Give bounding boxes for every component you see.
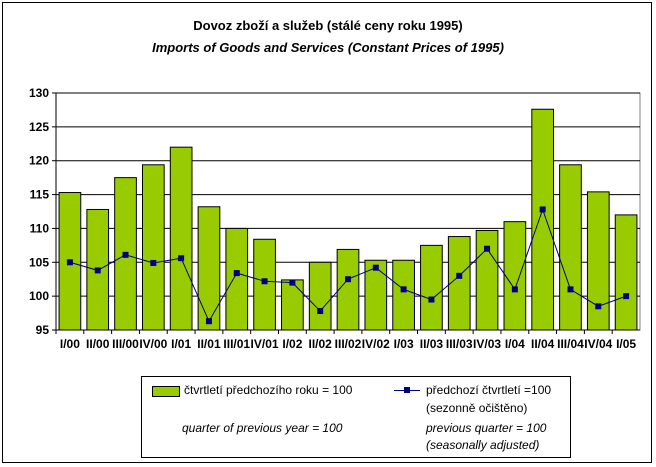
legend-line-label-2: (sezonně očištěno) [426, 401, 528, 415]
chart-legend: čtvrtletí předchozího roku = 100 quarter… [141, 376, 571, 458]
y-tick-label: 105 [29, 255, 49, 269]
line-point [66, 259, 73, 266]
x-tick-label: II/04 [531, 337, 555, 351]
legend-bar-label: čtvrtletí předchozího roku = 100 [184, 383, 353, 397]
y-tick-label: 95 [36, 323, 50, 337]
x-tick-label: IV/02 [362, 337, 390, 351]
legend-bar-label-en: quarter of previous year = 100 [182, 421, 343, 435]
x-tick-label: III/02 [335, 337, 362, 351]
line-point [539, 206, 546, 213]
x-tick-label: I/05 [616, 337, 636, 351]
bar [308, 261, 332, 331]
line-point [94, 267, 101, 274]
bar [420, 244, 443, 331]
line-point [289, 279, 296, 286]
x-tick-label: I/00 [60, 337, 80, 351]
x-tick-label: III/03 [446, 337, 473, 351]
chart-title: Dovoz zboží a služeb (stálé ceny roku 19… [193, 18, 463, 33]
bar [336, 248, 360, 331]
line-point [205, 318, 212, 325]
y-tick-label: 120 [29, 154, 49, 168]
x-tick-label: III/00 [112, 337, 139, 351]
x-tick-label: II/01 [197, 337, 221, 351]
bar [614, 214, 638, 331]
bar [281, 279, 304, 331]
line-point [122, 251, 129, 258]
y-tick-label: 115 [30, 188, 50, 202]
bar [531, 108, 555, 331]
bar [253, 238, 276, 331]
y-tick-label: 100 [29, 289, 49, 303]
line-point [623, 293, 630, 300]
line-point [484, 245, 491, 252]
bar [447, 236, 471, 331]
line-point [345, 276, 351, 283]
legend-line-label: předchozí čtvrtletí =100 [426, 383, 552, 397]
x-tick-label: I/04 [505, 337, 525, 351]
line-point [150, 259, 157, 266]
line-point [261, 278, 268, 285]
x-tick-label: I/02 [282, 337, 302, 351]
x-tick-label: I/03 [394, 337, 414, 351]
bar [225, 227, 249, 331]
line-point [233, 270, 240, 277]
x-tick-label: III/01 [223, 337, 250, 351]
y-tick-label: 125 [29, 120, 49, 134]
line-point [456, 272, 463, 279]
bar [392, 259, 415, 331]
line-point [317, 308, 324, 315]
y-tick-label: 130 [29, 86, 49, 100]
bar [141, 164, 165, 331]
legend-bar-swatch [152, 386, 180, 397]
x-tick-label: II/00 [86, 337, 110, 351]
x-tick-label: IV/04 [584, 337, 612, 351]
line-point [428, 296, 435, 303]
bar [475, 229, 499, 331]
y-tick-label: 110 [30, 221, 50, 235]
bar [197, 206, 221, 331]
line-point [511, 286, 518, 293]
line-point [400, 286, 407, 293]
chart-subtitle: Imports of Goods and Services (Constant … [152, 40, 504, 55]
line-point [595, 303, 602, 310]
x-tick-label: IV/03 [473, 337, 501, 351]
bar [559, 164, 582, 331]
x-tick-label: III/04 [557, 337, 584, 351]
line-point [372, 264, 379, 271]
legend-line-label-en-2: (seasonally adjusted) [426, 438, 540, 452]
legend-line-marker [404, 387, 410, 393]
x-tick-label: I/01 [171, 337, 191, 351]
bar [169, 146, 193, 331]
line-point [178, 255, 185, 262]
x-tick-label: IV/00 [139, 337, 167, 351]
x-tick-label: II/03 [420, 337, 444, 351]
x-tick-label: II/02 [309, 337, 333, 351]
line-point [567, 286, 574, 293]
bar [503, 221, 527, 331]
legend-line-label-en: previous quarter = 100 [426, 421, 547, 435]
x-tick-label: IV/01 [251, 337, 279, 351]
